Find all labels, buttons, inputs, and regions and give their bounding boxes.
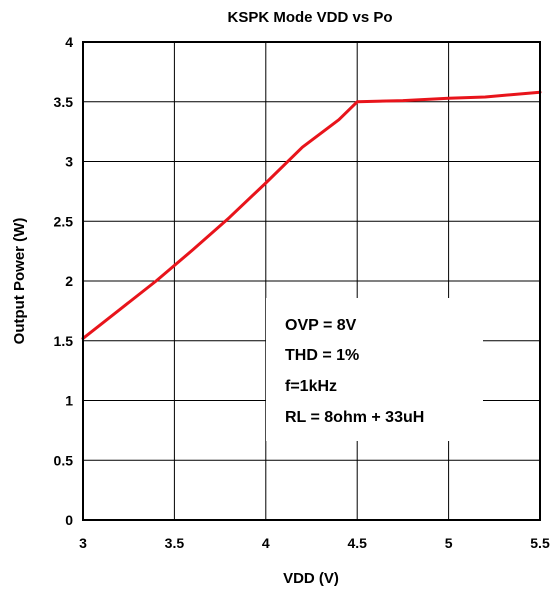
y-tick-label: 1.5 — [54, 333, 74, 349]
grid — [83, 42, 540, 520]
y-tick-label: 1 — [65, 393, 73, 409]
plot-frame — [82, 41, 541, 521]
y-tick-label: 3 — [65, 154, 73, 170]
chart-title: KSPK Mode VDD vs Po — [227, 9, 392, 26]
y-tick-label: 0 — [65, 512, 73, 528]
x-tick-label: 3.5 — [165, 535, 185, 551]
y-tick-labels: 0 0.5 1 1.5 2 2.5 3 3.5 4 — [54, 34, 74, 528]
x-tick-label: 5 — [445, 535, 453, 551]
x-tick-label: 4.5 — [347, 535, 367, 551]
y-tick-label: 4 — [65, 34, 73, 50]
series-line — [81, 90, 542, 340]
x-tick-label: 3 — [79, 535, 87, 551]
x-tick-labels: 3 3.5 4 4.5 5 5.5 — [79, 535, 550, 551]
x-axis-label: VDD (V) — [283, 570, 339, 587]
y-tick-label: 0.5 — [54, 452, 74, 468]
annotation-line-thd: THD = 1% — [285, 347, 359, 364]
annotation-line-load: RL = 8ohm + 33uH — [285, 409, 424, 426]
x-tick-label: 5.5 — [530, 535, 550, 551]
y-tick-label: 3.5 — [54, 94, 74, 110]
y-tick-label: 2.5 — [54, 213, 74, 229]
x-tick-label: 4 — [262, 535, 270, 551]
series-layer — [81, 90, 542, 340]
annotation-line-ovp: OVP = 8V — [285, 317, 357, 334]
y-axis-label: Output Power (W) — [11, 218, 28, 345]
annotation-box — [266, 298, 483, 441]
annotation-line-freq: f=1kHz — [285, 378, 337, 395]
y-tick-label: 2 — [65, 273, 73, 289]
